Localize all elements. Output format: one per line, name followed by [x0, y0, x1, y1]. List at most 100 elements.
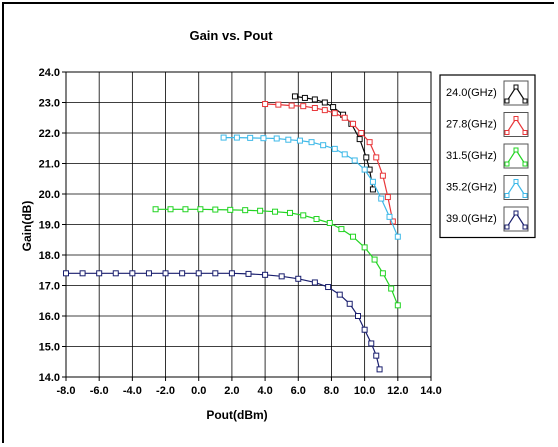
- y-tick-label: 17.0: [39, 281, 60, 293]
- data-point: [386, 213, 393, 220]
- data-point: [285, 136, 292, 143]
- data-point: [350, 233, 357, 240]
- legend-swatch-marker: [504, 224, 510, 230]
- data-point: [358, 130, 365, 136]
- data-point: [242, 207, 249, 214]
- data-point: [167, 206, 174, 213]
- series-31.5(GHz): [152, 206, 401, 309]
- legend-label: 24.0(GHz): [446, 87, 497, 99]
- legend-swatch-marker: [504, 193, 510, 198]
- data-point: [341, 114, 348, 121]
- data-point: [112, 270, 119, 277]
- legend-swatch-marker: [513, 84, 519, 90]
- series-35.2(GHz): [220, 134, 401, 240]
- x-tick-label: 0.0: [191, 385, 206, 397]
- legend-swatch-marker: [522, 193, 528, 198]
- legend-item: 24.0(GHz): [446, 80, 529, 106]
- data-point: [369, 186, 376, 193]
- y-tick-label: 16.0: [39, 311, 60, 323]
- data-point: [350, 120, 357, 127]
- data-point: [308, 139, 315, 146]
- data-point: [233, 134, 240, 141]
- x-tick-label: 6.0: [291, 385, 306, 397]
- data-point: [273, 135, 280, 142]
- chart-title: Gain vs. Pout: [189, 28, 273, 43]
- data-point: [220, 134, 227, 141]
- x-tick-label: -2.0: [156, 385, 175, 397]
- data-point: [278, 273, 285, 280]
- data-point: [145, 270, 152, 277]
- legend-swatch-marker: [522, 224, 528, 230]
- data-point: [291, 93, 298, 100]
- y-tick-label: 14.0: [39, 372, 60, 384]
- data-point: [378, 195, 385, 202]
- data-point: [356, 136, 363, 143]
- data-point: [272, 208, 279, 215]
- legend-swatch-marker: [513, 147, 519, 153]
- y-tick-label: 22.0: [39, 128, 60, 140]
- data-point: [301, 94, 308, 101]
- y-axis-title: Gain(dB): [20, 201, 34, 252]
- legend: 24.0(GHz) 27.8(GHz) 31.5(GHz) 35.2(GHz) 39.0…: [439, 74, 536, 239]
- data-point: [341, 151, 348, 158]
- data-point: [311, 96, 318, 103]
- data-point: [355, 313, 361, 319]
- y-tick-label: 15.0: [39, 342, 60, 354]
- data-point: [338, 226, 345, 233]
- legend-swatch-marker: [504, 98, 510, 104]
- data-point: [373, 352, 380, 359]
- legend-item: 27.8(GHz): [446, 112, 529, 137]
- series-39.0(GHz): [63, 270, 383, 373]
- data-point: [373, 154, 380, 161]
- data-point: [336, 291, 343, 298]
- series-27.8(GHz): [262, 101, 396, 225]
- legend-label: 27.8(GHz): [446, 119, 497, 131]
- legend-swatch-marker: [522, 161, 528, 167]
- data-point: [96, 270, 103, 277]
- data-point: [363, 154, 370, 161]
- data-point: [257, 207, 264, 214]
- data-point: [346, 300, 353, 307]
- x-tick-label: 10.0: [354, 385, 375, 397]
- data-point: [320, 142, 327, 149]
- data-point: [379, 270, 386, 277]
- data-point: [162, 270, 169, 277]
- legend-swatch-marker: [513, 179, 519, 184]
- data-point: [368, 340, 375, 347]
- data-point: [394, 302, 401, 309]
- data-point: [321, 107, 328, 114]
- data-point: [394, 233, 401, 240]
- data-point: [366, 166, 373, 173]
- legend-swatch-marker: [504, 130, 510, 135]
- series-layer: [63, 93, 401, 373]
- data-point: [331, 110, 338, 117]
- data-point: [212, 270, 219, 277]
- x-tick-label: 12.0: [387, 385, 408, 397]
- legend-label: 35.2(GHz): [446, 182, 497, 194]
- x-tick-label: -6.0: [90, 385, 109, 397]
- data-point: [321, 99, 328, 106]
- data-point: [295, 275, 302, 282]
- legend-swatch-marker: [513, 210, 519, 216]
- data-point: [326, 219, 333, 226]
- data-point: [286, 209, 293, 216]
- x-tick-label: -8.0: [57, 385, 76, 397]
- data-point: [384, 194, 391, 201]
- data-point: [388, 285, 395, 292]
- data-point: [330, 104, 337, 111]
- x-tick-label: 4.0: [257, 385, 272, 397]
- data-point: [195, 270, 202, 277]
- legend-item: 31.5(GHz): [446, 143, 529, 169]
- y-tick-label: 23.0: [39, 98, 60, 110]
- data-point: [182, 206, 189, 213]
- data-point: [369, 178, 376, 185]
- gain-vs-pout-chart: Gain vs. Pout -8.0 -6.0 -4.0 -2.0 0.0 2.0 4.0 6…: [4, 4, 556, 445]
- data-point: [379, 172, 386, 179]
- data-point: [361, 244, 368, 251]
- legend-label: 31.5(GHz): [446, 150, 497, 162]
- x-tick-label: -4.0: [123, 385, 142, 397]
- data-point: [262, 101, 269, 108]
- data-point: [331, 145, 338, 152]
- data-point: [371, 256, 378, 263]
- series-24.0(GHz): [291, 93, 376, 193]
